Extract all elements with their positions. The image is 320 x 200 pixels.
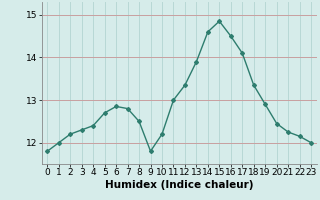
X-axis label: Humidex (Indice chaleur): Humidex (Indice chaleur): [105, 180, 253, 190]
